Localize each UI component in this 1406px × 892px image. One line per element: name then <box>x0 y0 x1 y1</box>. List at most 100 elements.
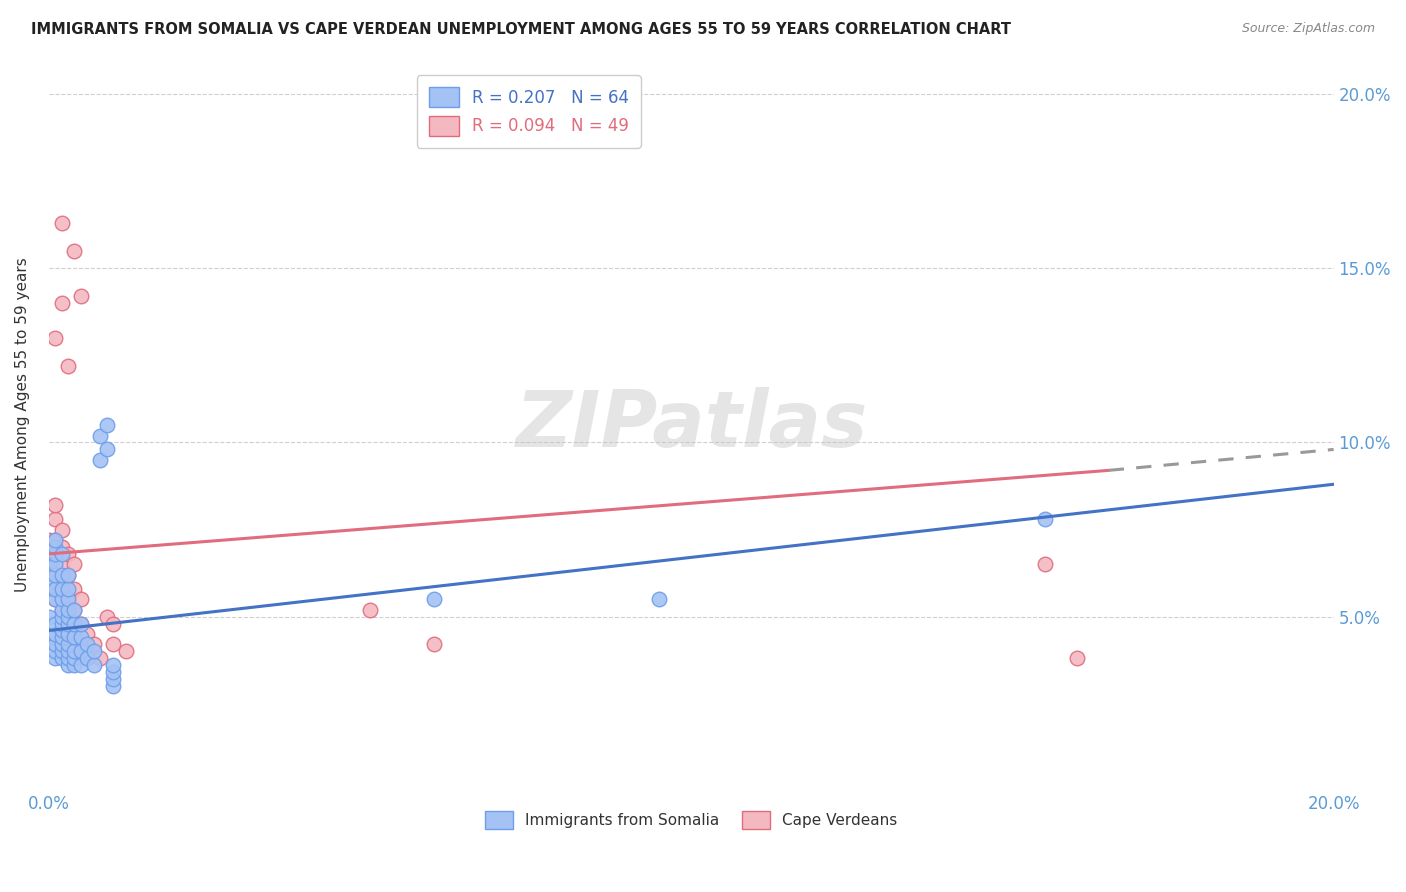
Point <box>51 609 73 624</box>
Point <box>63 658 86 673</box>
Point <box>44 558 66 572</box>
Point <box>63 558 86 572</box>
Point <box>51 616 73 631</box>
Point <box>63 651 86 665</box>
Point <box>359 602 381 616</box>
Point <box>101 665 124 680</box>
Point <box>44 582 66 596</box>
Point <box>70 616 93 631</box>
Point <box>38 533 60 547</box>
Point <box>96 442 118 457</box>
Point <box>83 658 105 673</box>
Point <box>51 547 73 561</box>
Point <box>76 627 98 641</box>
Point <box>51 558 73 572</box>
Point <box>101 672 124 686</box>
Point <box>89 428 111 442</box>
Point <box>63 244 86 258</box>
Point <box>38 574 60 589</box>
Point <box>44 644 66 658</box>
Point <box>51 592 73 607</box>
Point <box>56 589 79 603</box>
Point <box>83 637 105 651</box>
Point <box>51 582 73 596</box>
Point <box>1066 651 1088 665</box>
Point <box>101 679 124 693</box>
Point <box>83 644 105 658</box>
Point <box>44 533 66 547</box>
Point <box>56 547 79 561</box>
Point <box>70 631 93 645</box>
Point <box>56 616 79 631</box>
Point <box>63 582 86 596</box>
Point <box>38 574 60 589</box>
Point <box>70 616 93 631</box>
Point <box>51 567 73 582</box>
Point <box>56 567 79 582</box>
Point <box>648 592 671 607</box>
Point <box>38 558 60 572</box>
Point <box>56 644 79 658</box>
Point <box>38 609 60 624</box>
Point <box>51 296 73 310</box>
Point <box>44 627 66 641</box>
Point <box>51 644 73 658</box>
Point <box>56 651 79 665</box>
Point <box>44 651 66 665</box>
Point <box>101 616 124 631</box>
Point <box>56 602 79 616</box>
Point <box>44 582 66 596</box>
Point <box>56 658 79 673</box>
Point <box>56 609 79 624</box>
Point <box>423 637 446 651</box>
Point <box>423 592 446 607</box>
Point <box>44 567 66 582</box>
Point <box>44 558 66 572</box>
Point <box>44 592 66 607</box>
Point <box>70 289 93 303</box>
Point <box>63 631 86 645</box>
Point <box>70 644 93 658</box>
Point <box>101 658 124 673</box>
Point <box>51 602 73 616</box>
Point <box>76 651 98 665</box>
Point <box>51 589 73 603</box>
Legend: Immigrants from Somalia, Cape Verdeans: Immigrants from Somalia, Cape Verdeans <box>479 805 903 836</box>
Point <box>56 637 79 651</box>
Point <box>44 637 66 651</box>
Point <box>70 644 93 658</box>
Point <box>44 498 66 512</box>
Point <box>89 651 111 665</box>
Point <box>38 547 60 561</box>
Point <box>51 216 73 230</box>
Point <box>44 567 66 582</box>
Point <box>1033 558 1056 572</box>
Point <box>76 651 98 665</box>
Point <box>51 574 73 589</box>
Point <box>44 592 66 607</box>
Point <box>51 602 73 616</box>
Point <box>115 644 138 658</box>
Point <box>51 651 73 665</box>
Point <box>101 637 124 651</box>
Point <box>51 624 73 638</box>
Point <box>44 547 66 561</box>
Point <box>56 616 79 631</box>
Point <box>44 331 66 345</box>
Text: IMMIGRANTS FROM SOMALIA VS CAPE VERDEAN UNEMPLOYMENT AMONG AGES 55 TO 59 YEARS C: IMMIGRANTS FROM SOMALIA VS CAPE VERDEAN … <box>31 22 1011 37</box>
Point <box>56 627 79 641</box>
Point <box>44 533 66 547</box>
Point <box>51 631 73 645</box>
Point <box>56 592 79 607</box>
Point <box>89 453 111 467</box>
Point <box>96 609 118 624</box>
Point <box>44 540 66 554</box>
Point <box>63 602 86 616</box>
Point <box>51 540 73 554</box>
Point <box>38 631 60 645</box>
Y-axis label: Unemployment Among Ages 55 to 59 years: Unemployment Among Ages 55 to 59 years <box>15 258 30 592</box>
Point <box>70 658 93 673</box>
Point <box>63 644 86 658</box>
Point <box>63 631 86 645</box>
Point <box>51 637 73 651</box>
